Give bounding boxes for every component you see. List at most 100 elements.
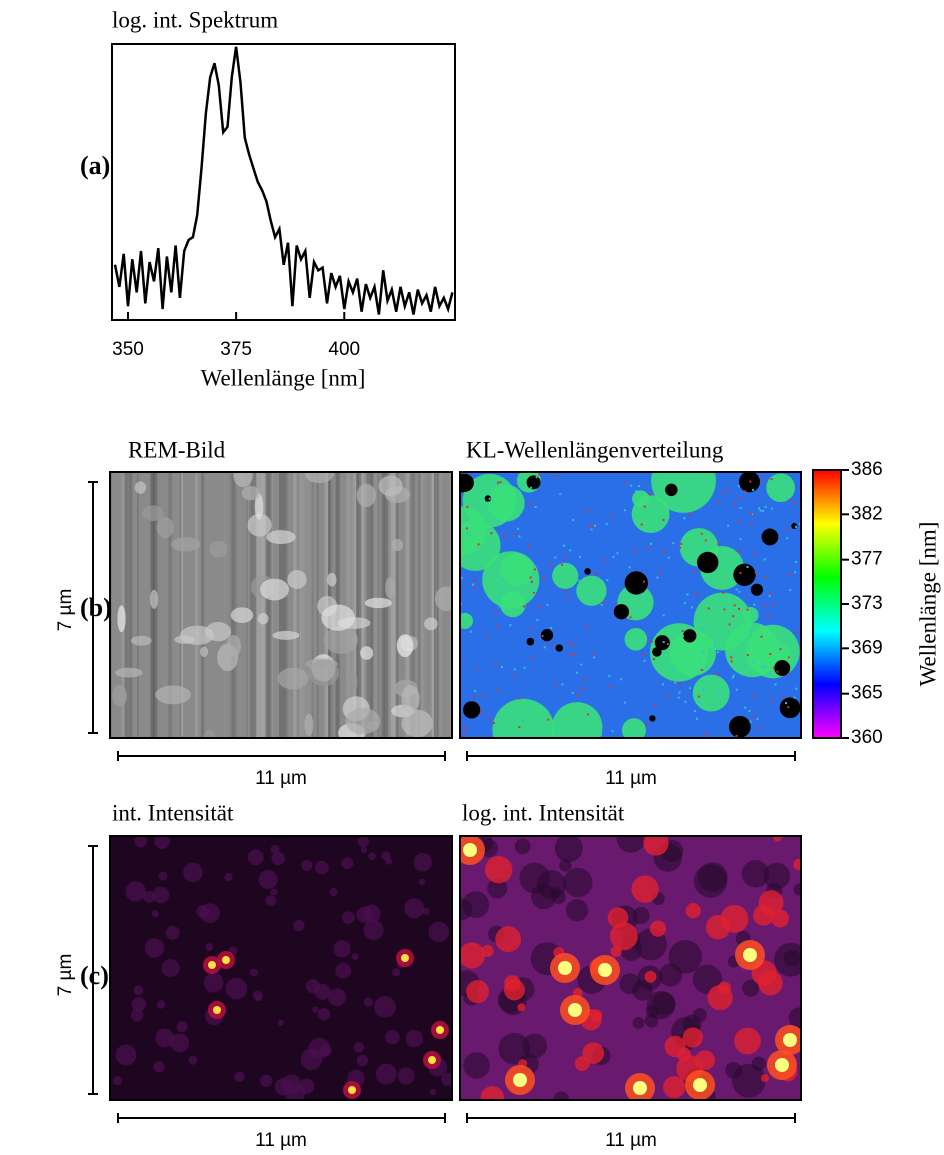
texture — [180, 472, 183, 738]
texture — [704, 539, 707, 542]
texture — [480, 1086, 504, 1100]
texture — [746, 608, 749, 611]
texture — [356, 906, 373, 924]
texture — [137, 472, 139, 738]
texture — [685, 903, 701, 919]
texture — [628, 566, 631, 569]
texture — [788, 498, 791, 501]
texture — [158, 472, 161, 738]
texture — [611, 513, 614, 516]
texture — [682, 1027, 704, 1048]
texture — [776, 670, 779, 673]
texture — [593, 524, 596, 527]
texture — [477, 543, 480, 546]
texture — [361, 846, 368, 854]
texture — [522, 1033, 548, 1059]
texture — [538, 606, 541, 609]
texture — [750, 512, 753, 515]
texture — [533, 568, 536, 571]
texture — [606, 579, 609, 582]
texture — [581, 687, 584, 690]
texture — [702, 687, 705, 690]
texture — [650, 640, 653, 643]
texture — [534, 722, 537, 725]
texture — [794, 571, 797, 574]
texture — [554, 836, 583, 863]
texture — [793, 858, 801, 870]
texture — [683, 629, 697, 643]
texture — [363, 919, 384, 941]
texture — [752, 488, 755, 491]
texture — [599, 734, 602, 737]
texture — [495, 926, 522, 953]
texture — [302, 472, 305, 738]
texture — [623, 509, 626, 512]
texture — [335, 962, 352, 979]
texture — [629, 616, 632, 619]
texture — [389, 472, 394, 738]
texture — [563, 544, 566, 547]
texture — [490, 532, 493, 535]
image-title: KL-Wellenlängenverteilung — [466, 437, 724, 462]
texture — [112, 684, 128, 707]
texture — [170, 1033, 190, 1053]
texture — [405, 1029, 424, 1048]
texture — [177, 472, 182, 738]
texture — [470, 630, 473, 633]
texture — [582, 1042, 605, 1064]
texture — [589, 1009, 603, 1022]
texture — [466, 527, 469, 530]
texture — [247, 472, 249, 738]
texture — [188, 1055, 198, 1065]
texture — [549, 563, 552, 566]
texture — [761, 509, 764, 512]
texture — [327, 572, 337, 587]
texture — [572, 519, 575, 522]
colorbar-tick-label: 365 — [851, 683, 883, 704]
texture — [664, 519, 667, 522]
texture — [364, 597, 392, 609]
texture — [645, 547, 648, 550]
texture — [603, 559, 606, 562]
texture — [300, 1048, 323, 1070]
texture — [460, 576, 463, 579]
texture — [136, 472, 138, 738]
texture — [679, 546, 682, 549]
texture — [161, 959, 180, 978]
texture — [571, 691, 574, 694]
texture — [715, 672, 718, 675]
texture — [700, 532, 703, 535]
texture — [530, 629, 533, 632]
texture — [266, 530, 296, 545]
texture — [345, 707, 381, 735]
texture — [328, 988, 347, 1007]
texture — [229, 472, 233, 738]
texture — [681, 629, 684, 632]
texture — [487, 718, 490, 721]
texture — [460, 602, 463, 605]
texture — [795, 687, 798, 690]
texture — [346, 672, 358, 693]
texture — [433, 472, 436, 738]
texture — [410, 472, 415, 738]
texture — [767, 614, 770, 617]
texture — [643, 505, 646, 508]
texture — [509, 713, 512, 716]
texture — [793, 661, 796, 664]
texture — [794, 561, 797, 564]
texture — [551, 702, 603, 738]
texture — [769, 653, 772, 656]
texture — [671, 669, 674, 672]
texture — [134, 481, 147, 494]
texture — [509, 624, 512, 627]
texture — [464, 727, 467, 730]
texture — [473, 695, 476, 698]
texture — [460, 617, 463, 620]
texture — [731, 1063, 766, 1098]
texture — [568, 1003, 582, 1017]
texture — [353, 1042, 365, 1053]
texture — [523, 666, 526, 669]
texture — [596, 576, 599, 579]
texture — [608, 675, 611, 678]
texture — [401, 954, 409, 962]
